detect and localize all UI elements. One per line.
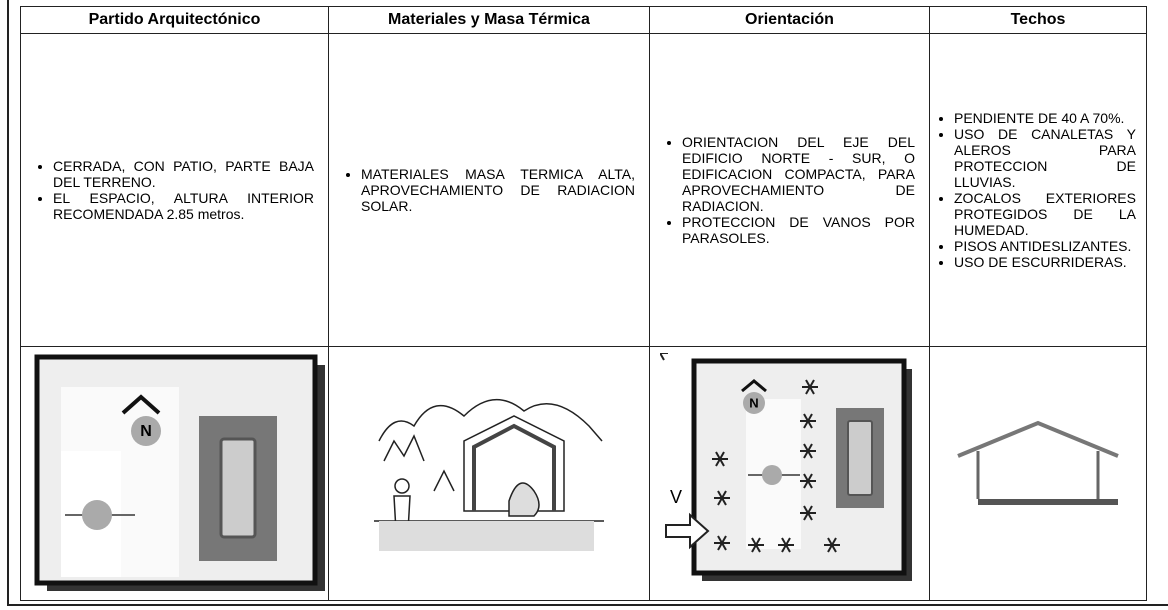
- bullet-list: MATERIALES MASA TERMICA ALTA, APROVECHAM…: [329, 166, 649, 214]
- wind-label: V: [670, 487, 682, 507]
- orientation-plan: N V: [651, 345, 912, 581]
- bullet-item: USO DE ESCURRIDERAS.: [954, 254, 1136, 270]
- image-cell: [929, 346, 1147, 601]
- bullet-item: USO DE CANALETAS Y ALEROS PARA PROTECCIO…: [954, 126, 1136, 190]
- bullet-item: PENDIENTE DE 40 A 70%.: [954, 110, 1136, 126]
- header-cell: Materiales y Masa Térmica: [328, 6, 650, 34]
- bullet-list: PENDIENTE DE 40 A 70%.USO DE CANALETAS Y…: [930, 110, 1146, 270]
- table: Partido Arquitectónico Materiales y Masa…: [20, 6, 1147, 601]
- north-label: N: [140, 423, 152, 440]
- north-label: N: [749, 395, 758, 410]
- bullet-item: ORIENTACION DEL EJE DEL EDIFICIO NORTE -…: [682, 134, 915, 214]
- frame-line: [7, 0, 9, 606]
- roof-section: [957, 420, 1119, 505]
- header-cell: Partido Arquitectónico: [20, 6, 329, 34]
- bullet-item: ZOCALOS EXTERIORES PROTEGIDOS DE LA HUME…: [954, 190, 1136, 238]
- header-cell: Techos: [929, 6, 1147, 34]
- text-cell: PENDIENTE DE 40 A 70%.USO DE CANALETAS Y…: [929, 33, 1147, 347]
- bullet-item: PISOS ANTIDESLIZANTES.: [954, 238, 1136, 254]
- bullet-item: CERRADA, CON PATIO, PARTE BAJA DEL TERRE…: [53, 158, 314, 190]
- site-plan: N: [34, 354, 325, 591]
- bullet-list: CERRADA, CON PATIO, PARTE BAJA DEL TERRE…: [21, 158, 328, 222]
- image-cell: N V: [649, 345, 930, 601]
- image-cell: [328, 346, 650, 601]
- text-cell: MATERIALES MASA TERMICA ALTA, APROVECHAM…: [328, 33, 650, 347]
- bullet-item: MATERIALES MASA TERMICA ALTA, APROVECHAM…: [361, 166, 635, 214]
- image-cell: N: [20, 346, 329, 601]
- bullet-item: EL ESPACIO, ALTURA INTERIOR RECOMENDADA …: [53, 190, 314, 222]
- text-cell: ORIENTACION DEL EJE DEL EDIFICIO NORTE -…: [649, 33, 930, 347]
- bullet-item: PROTECCION DE VANOS POR PARASOLES.: [682, 214, 915, 246]
- frame-line: [7, 604, 1168, 606]
- header-cell: Orientación: [649, 6, 930, 34]
- text-cell: CERRADA, CON PATIO, PARTE BAJA DEL TERRE…: [20, 33, 329, 347]
- bullet-list: ORIENTACION DEL EJE DEL EDIFICIO NORTE -…: [650, 134, 929, 246]
- sketch: [374, 398, 604, 551]
